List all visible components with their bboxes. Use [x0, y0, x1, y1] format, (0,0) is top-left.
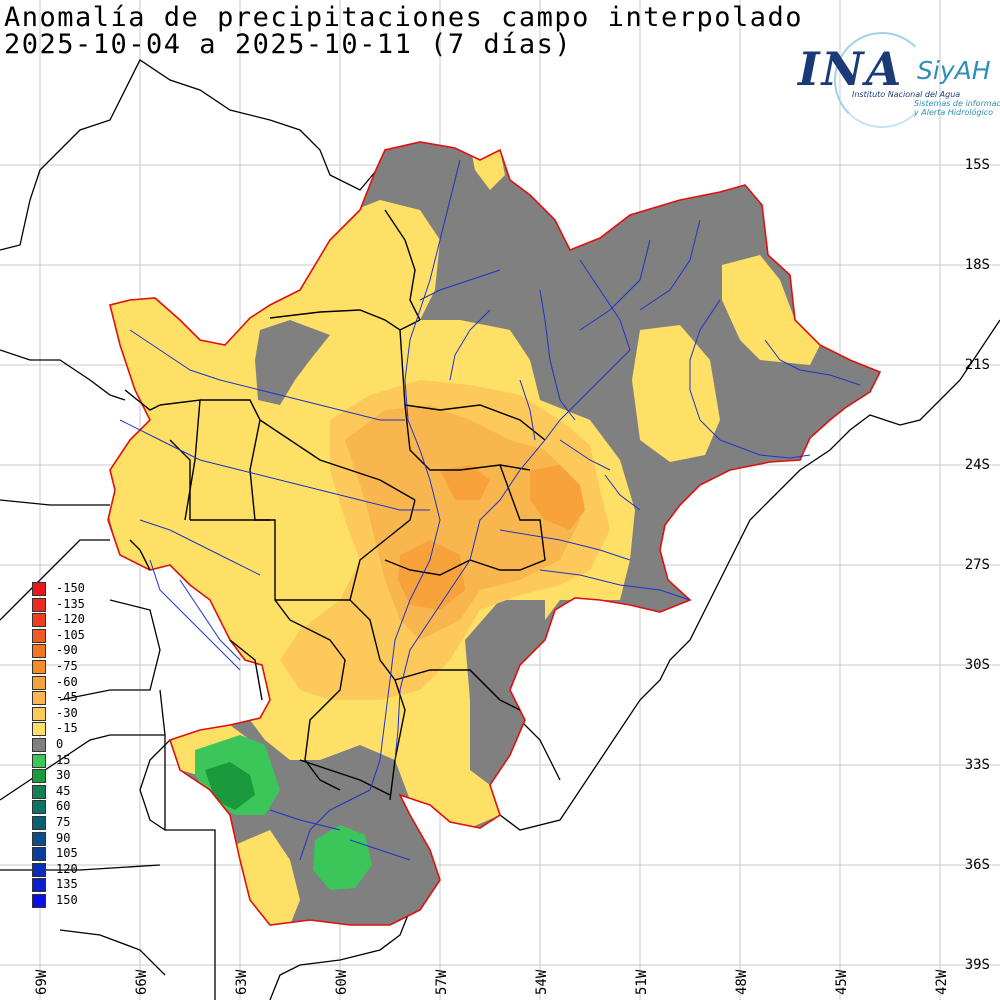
- legend-label: -120: [56, 612, 85, 627]
- legend-swatch: [32, 784, 46, 799]
- logo-ina-text: INA: [798, 42, 904, 96]
- legend-swatch: [32, 862, 46, 877]
- ina-siyah-logo: INA SiyAH Instituto Nacional del Agua Si…: [796, 32, 1000, 132]
- lon-label-63w: 63W: [234, 969, 250, 995]
- legend-label: 150: [56, 892, 78, 907]
- lat-label-27s: 27S: [964, 557, 990, 573]
- lon-label-57w: 57W: [434, 969, 450, 995]
- legend-label: 90: [56, 830, 71, 845]
- lon-label-48w: 48W: [734, 969, 750, 995]
- rivers: [119, 159, 861, 861]
- legend-swatch: [32, 659, 46, 674]
- legend-label: 60: [56, 799, 71, 814]
- legend-swatch: [32, 628, 46, 643]
- legend-label: -30: [56, 705, 78, 720]
- legend-label: -15: [56, 721, 78, 736]
- logo-system-text-1: Sistemas de información: [914, 99, 1000, 108]
- legend-label: -150: [56, 581, 85, 595]
- logo-ring-icon: [834, 32, 930, 128]
- legend-label: -135: [56, 596, 85, 611]
- map-date-range: 2025-10-04 a 2025-10-11 (7 días): [4, 29, 573, 60]
- legend-swatch: [32, 800, 46, 815]
- legend-swatch: [32, 753, 46, 768]
- lat-label-21s: 21S: [964, 357, 990, 373]
- lat-label-15s: 15S: [964, 157, 990, 173]
- legend-label: -75: [56, 658, 78, 673]
- lon-label-66w: 66W: [134, 969, 150, 995]
- lat-label-33s: 33S: [964, 757, 990, 773]
- legend-swatch: [32, 893, 46, 908]
- legend-label: 105: [56, 846, 78, 861]
- lon-label-60w: 60W: [334, 969, 350, 995]
- legend-swatch: [32, 675, 46, 690]
- legend-label: 135: [56, 877, 78, 892]
- legend-swatch: [32, 769, 46, 784]
- legend-swatch: [32, 831, 46, 846]
- lat-label-36s: 36S: [964, 857, 990, 873]
- legend-swatch: [32, 691, 46, 706]
- lon-label-51w: 51W: [634, 969, 650, 995]
- legend-label: 0: [56, 736, 64, 751]
- outer-river: [149, 559, 241, 671]
- lon-label-69w: 69W: [34, 969, 50, 995]
- lat-label-24s: 24S: [964, 457, 990, 473]
- logo-siyah-text: SiyAH: [917, 56, 991, 85]
- legend-swatch: [32, 722, 46, 737]
- legend-swatch: [32, 644, 46, 659]
- basin-outline: [107, 141, 882, 926]
- legend-label: 120: [56, 861, 78, 876]
- map-title: Anomalía de precipitaciones campo interp…: [4, 2, 803, 33]
- lon-label-54w: 54W: [534, 969, 550, 995]
- legend-label: 15: [56, 752, 71, 767]
- lat-label-30s: 30S: [964, 657, 990, 673]
- legend-swatch: [32, 706, 46, 721]
- legend-label: -105: [56, 627, 85, 642]
- legend-label: -45: [56, 690, 78, 705]
- legend-label: 45: [56, 783, 71, 798]
- legend-swatch: [32, 878, 46, 893]
- lon-label-45w: 45W: [834, 969, 850, 995]
- legend-swatch: [32, 613, 46, 628]
- legend-label: 75: [56, 814, 71, 829]
- country-borders: [0, 59, 1000, 1000]
- lon-label-42w: 42W: [934, 969, 950, 995]
- legend-swatch: [32, 737, 46, 752]
- lat-label-18s: 18S: [964, 257, 990, 273]
- legend-swatch: [32, 815, 46, 830]
- legend-swatch: [32, 582, 46, 596]
- legend-label: -60: [56, 674, 78, 689]
- lat-label-39s: 39S: [964, 957, 990, 973]
- logo-org-text: Instituto Nacional del Agua: [852, 90, 961, 99]
- logo-system-text-2: y Alerta Hidrológico: [914, 108, 993, 117]
- legend-label: -90: [56, 643, 78, 658]
- legend-label: 30: [56, 768, 71, 783]
- legend-swatch: [32, 847, 46, 862]
- legend-swatch: [32, 597, 46, 612]
